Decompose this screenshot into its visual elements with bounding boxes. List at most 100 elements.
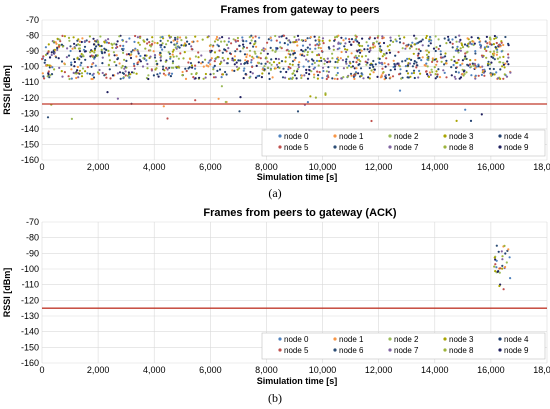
data-point bbox=[92, 37, 95, 40]
data-point bbox=[391, 75, 395, 78]
data-point bbox=[500, 50, 503, 53]
data-point bbox=[314, 39, 317, 42]
data-point bbox=[503, 73, 506, 76]
data-point bbox=[310, 58, 314, 61]
data-point bbox=[295, 39, 298, 42]
data-point bbox=[499, 45, 502, 48]
y-tick-label: -140 bbox=[21, 124, 39, 134]
data-point bbox=[55, 56, 58, 59]
data-point bbox=[122, 44, 125, 48]
data-point bbox=[425, 36, 428, 40]
data-point bbox=[480, 113, 483, 116]
data-point bbox=[450, 58, 453, 62]
data-point bbox=[229, 52, 232, 55]
data-point bbox=[168, 34, 171, 37]
data-point bbox=[289, 67, 292, 70]
data-point bbox=[92, 72, 95, 75]
data-point bbox=[359, 51, 362, 54]
data-point bbox=[63, 71, 66, 74]
data-point bbox=[306, 53, 309, 57]
data-point bbox=[354, 38, 357, 42]
data-point bbox=[458, 40, 461, 43]
data-point bbox=[46, 64, 49, 67]
chart-b: Frames from peers to gateway (ACK) -70 -8… bbox=[2, 207, 550, 405]
data-point bbox=[261, 48, 264, 52]
data-point bbox=[475, 65, 478, 68]
data-point bbox=[487, 60, 490, 63]
data-point bbox=[336, 57, 339, 60]
data-point bbox=[218, 68, 222, 71]
data-point bbox=[146, 67, 149, 70]
data-point bbox=[81, 37, 84, 40]
data-point bbox=[455, 40, 458, 43]
data-point bbox=[165, 66, 168, 70]
data-point bbox=[271, 49, 274, 52]
data-point bbox=[56, 37, 59, 40]
data-point bbox=[128, 76, 131, 79]
data-point bbox=[380, 61, 383, 64]
data-point bbox=[452, 63, 455, 67]
legend-entry: node 3 bbox=[449, 335, 474, 344]
data-point bbox=[53, 48, 57, 51]
legend-marker bbox=[443, 145, 447, 149]
data-point bbox=[70, 61, 73, 64]
y-tick-label: -130 bbox=[21, 108, 39, 118]
data-point bbox=[304, 48, 307, 52]
data-point bbox=[234, 39, 237, 42]
data-point bbox=[296, 70, 299, 73]
chart-a-x-ticks: 0 2,000 4,000 6,000 8,000 10,000 12,000 14,000 1… bbox=[39, 162, 550, 172]
data-point bbox=[153, 56, 157, 59]
data-point bbox=[248, 54, 251, 57]
data-point bbox=[379, 50, 382, 53]
data-point bbox=[256, 75, 259, 78]
data-point bbox=[248, 49, 252, 52]
legend-entry: node 0 bbox=[284, 132, 309, 141]
data-point bbox=[397, 34, 401, 37]
data-point bbox=[180, 44, 183, 47]
data-point bbox=[326, 57, 329, 60]
data-point bbox=[376, 75, 379, 78]
data-point bbox=[89, 51, 92, 54]
data-point bbox=[76, 65, 79, 69]
data-point bbox=[47, 50, 50, 54]
data-point bbox=[483, 46, 486, 49]
data-point bbox=[251, 36, 254, 39]
data-point bbox=[215, 35, 219, 39]
data-point bbox=[261, 72, 264, 75]
data-point bbox=[73, 60, 76, 64]
data-point bbox=[322, 69, 325, 73]
data-point bbox=[386, 45, 389, 48]
data-point bbox=[67, 54, 71, 57]
data-point bbox=[502, 43, 505, 47]
data-point bbox=[461, 68, 464, 71]
data-point bbox=[44, 53, 48, 57]
data-point bbox=[406, 76, 409, 79]
data-point bbox=[418, 40, 421, 43]
data-point bbox=[46, 75, 49, 78]
data-point bbox=[452, 55, 455, 59]
data-point bbox=[494, 263, 497, 266]
data-point bbox=[136, 36, 139, 39]
data-point bbox=[302, 65, 305, 68]
data-point bbox=[466, 37, 469, 40]
data-point bbox=[145, 59, 148, 62]
data-point bbox=[70, 68, 73, 71]
data-point bbox=[401, 60, 404, 63]
data-point bbox=[239, 50, 242, 53]
data-point bbox=[318, 53, 321, 57]
data-point bbox=[95, 45, 98, 48]
legend-entry: node 2 bbox=[394, 335, 419, 344]
data-point bbox=[463, 43, 467, 46]
data-point bbox=[431, 70, 434, 74]
data-point bbox=[437, 47, 440, 51]
data-point bbox=[340, 50, 343, 54]
data-point bbox=[425, 70, 428, 73]
x-tick-label: 12,000 bbox=[365, 162, 393, 172]
data-point bbox=[209, 63, 212, 66]
data-point bbox=[83, 40, 86, 43]
legend-entry: node 2 bbox=[394, 132, 419, 141]
data-point bbox=[493, 34, 496, 38]
data-point bbox=[398, 89, 402, 92]
data-point bbox=[239, 59, 242, 62]
data-point bbox=[270, 39, 273, 42]
